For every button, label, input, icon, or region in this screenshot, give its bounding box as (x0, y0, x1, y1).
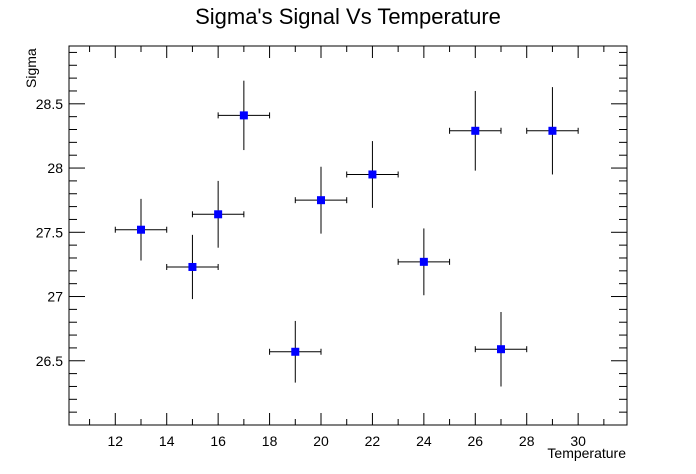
x-tick-label: 30 (570, 433, 586, 449)
y-tick-label: 26.5 (36, 353, 63, 369)
data-point (166, 234, 219, 300)
data-points (114, 80, 579, 387)
plot-frame (68, 45, 628, 426)
x-tick-label: 18 (262, 433, 278, 449)
data-point (294, 166, 348, 234)
x-tick-label: 12 (107, 433, 123, 449)
point-marker (471, 126, 480, 135)
y-tick-label: 27 (47, 289, 63, 305)
point-marker (368, 170, 377, 179)
data-point (217, 80, 271, 151)
point-marker (548, 126, 557, 135)
data-point (397, 228, 451, 296)
chart-title: Sigma's Signal Vs Temperature (195, 4, 501, 29)
point-marker (419, 257, 428, 266)
point-marker (214, 210, 223, 219)
data-point (114, 198, 168, 261)
x-axis-title: Temperature (547, 445, 626, 461)
y-axis-ticks (69, 51, 627, 426)
y-axis-title: Sigma (23, 48, 39, 88)
point-marker (497, 345, 505, 354)
x-tick-label: 14 (159, 433, 175, 449)
point-marker (188, 262, 197, 271)
data-point (191, 180, 245, 248)
x-tick-label: 20 (313, 433, 329, 449)
data-point (269, 320, 322, 383)
y-tick-label: 28.5 (36, 96, 63, 112)
point-marker (239, 111, 248, 120)
point-marker (137, 225, 145, 234)
point-marker (317, 196, 325, 205)
x-tick-label: 28 (519, 433, 535, 449)
x-tick-label: 24 (416, 433, 432, 449)
data-point (449, 90, 502, 171)
point-marker (291, 347, 300, 356)
x-axis-tick-labels: 12 14 16 18 20 22 24 26 28 30 (107, 433, 586, 449)
x-tick-label: 26 (467, 433, 483, 449)
data-point (474, 311, 528, 387)
x-tick-label: 16 (210, 433, 226, 449)
x-tick-label: 22 (365, 433, 381, 449)
x-axis-ticks (89, 46, 605, 425)
y-axis-tick-labels: 26.5 27 27.5 28 28.5 (36, 96, 63, 369)
y-tick-label: 27.5 (36, 224, 63, 240)
data-point (526, 87, 579, 175)
y-tick-label: 28 (47, 160, 63, 176)
data-point (346, 141, 399, 208)
